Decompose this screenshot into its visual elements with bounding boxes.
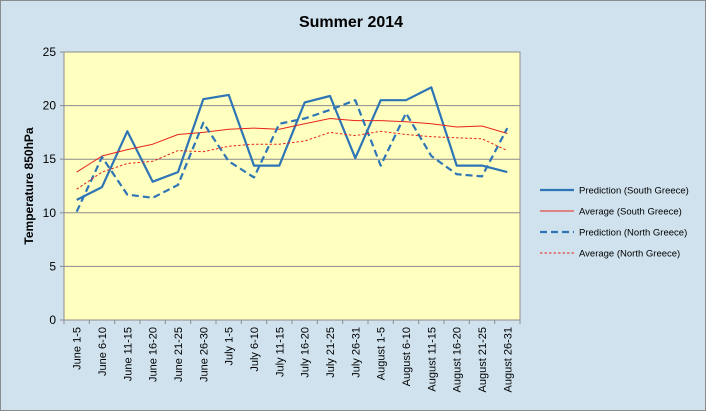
y-axis-title: Temperature 850hPa [22, 127, 36, 244]
legend-label: Average (South Greece) [579, 207, 682, 218]
x-tick-label: June 1-5 [72, 327, 84, 370]
legend-label: Average (North Greece) [579, 249, 680, 260]
x-tick-label: August 6-10 [401, 327, 413, 386]
series-line-1 [76, 86, 508, 201]
x-tick-label: July 11-15 [274, 327, 286, 377]
y-axis-ticks: 0 5 10 15 20 25 [43, 45, 64, 327]
chart-title: Summer 2014 [299, 14, 403, 31]
x-tick-label: August 26-31 [502, 327, 514, 392]
x-tick-label: June 16-20 [148, 327, 160, 382]
legend-label: Prediction (North Greece) [579, 228, 687, 239]
y-tick-label: 20 [43, 99, 57, 113]
x-tick-label: July 16-20 [300, 327, 312, 378]
y-tick-label: 10 [43, 206, 57, 220]
x-tick-label: July 21-25 [325, 327, 337, 378]
x-tick-label: August 21-25 [477, 327, 489, 392]
legend: Prediction (South Greece) Average (South … [540, 186, 689, 260]
x-tick-label: August 11-15 [426, 327, 438, 392]
x-tick-label: July 26-31 [350, 327, 362, 378]
y-tick-label: 15 [43, 152, 57, 166]
plot-area [63, 51, 521, 321]
x-axis-ticks: June 1-5 June 6-10 June 11-15 June 16-20 Jun… [63, 320, 521, 392]
y-tick-label: 0 [49, 313, 56, 327]
legend-label: Prediction (South Greece) [579, 186, 689, 197]
x-tick-label: June 11-15 [122, 327, 134, 381]
x-tick-label: July 6-10 [249, 327, 261, 372]
x-tick-label: July 1-5 [224, 327, 236, 366]
series-lines [75, 86, 509, 213]
series-line-2 [76, 118, 508, 173]
y-tick-label: 25 [43, 45, 57, 59]
x-tick-label: June 21-25 [173, 327, 185, 382]
x-tick-label: August 1-5 [376, 327, 388, 380]
gridlines [64, 51, 520, 267]
x-tick-label: August 16-20 [452, 327, 464, 392]
series-line-3 [75, 99, 509, 213]
x-tick-label: June 26-30 [198, 327, 210, 382]
y-tick-label: 5 [49, 259, 56, 273]
series-line-4 [76, 130, 508, 190]
x-tick-label: June 6-10 [97, 327, 109, 376]
